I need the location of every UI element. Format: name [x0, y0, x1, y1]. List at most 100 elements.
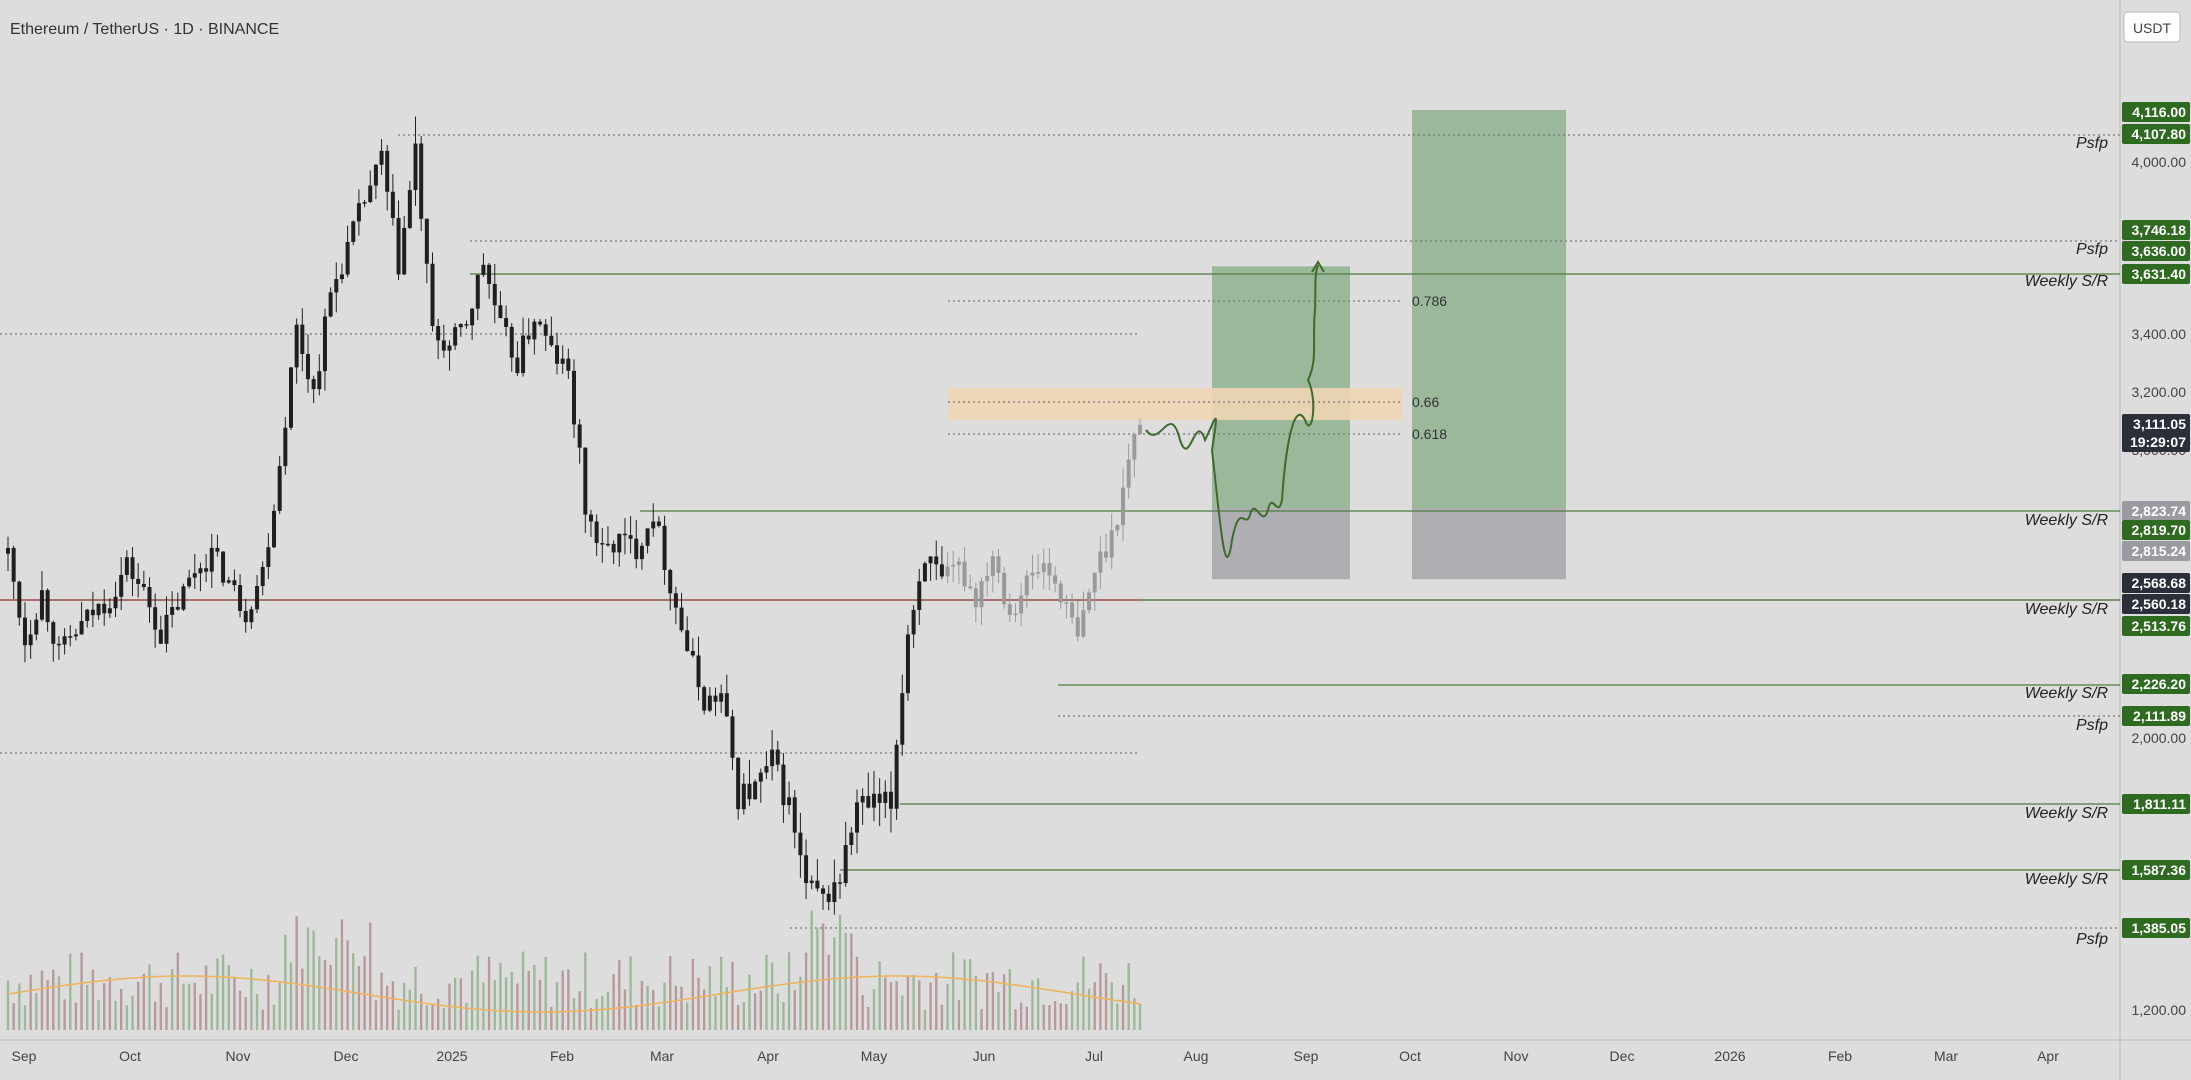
- candle-body: [221, 551, 226, 583]
- candle-body: [1126, 459, 1131, 488]
- volume-bar: [708, 966, 712, 1030]
- volume-bar: [103, 983, 106, 1030]
- candle-body: [249, 609, 254, 623]
- candle-body: [396, 218, 401, 275]
- price-label-bg: [2122, 860, 2190, 880]
- currency-button[interactable]: USDT: [2123, 11, 2181, 43]
- target-zone-2: [1412, 110, 1566, 508]
- candle-body: [255, 586, 260, 610]
- target-zone-1: [1212, 266, 1350, 508]
- volume-bar: [1048, 1005, 1051, 1030]
- volume-bar: [787, 952, 791, 1030]
- volume-bar: [272, 1004, 276, 1030]
- projection-path: [1145, 264, 1319, 558]
- volume-bar: [1070, 991, 1074, 1030]
- candle-body: [402, 227, 407, 275]
- candle-body: [775, 749, 780, 765]
- candle-body: [356, 203, 361, 222]
- volume-ma-line: [7, 975, 1141, 1013]
- level-label-weeklysr: Weekly S/R: [2025, 805, 2109, 822]
- candle-body: [821, 888, 826, 894]
- volume-bar: [1065, 1003, 1068, 1030]
- volume-bar: [997, 992, 1000, 1030]
- time-tick: Sep: [1294, 1048, 1319, 1064]
- candle-body: [1132, 433, 1137, 460]
- candle-body: [6, 547, 10, 554]
- candle-body: [277, 466, 282, 511]
- volume-bar: [442, 1008, 446, 1030]
- candle-body: [164, 614, 169, 644]
- level-label-weeklysr: Weekly S/R: [2025, 273, 2109, 290]
- volume-bar: [1082, 956, 1085, 1030]
- candle-body: [747, 783, 752, 800]
- volume-bar: [1059, 1003, 1062, 1030]
- level-label-weeklysr: Weekly S/R: [2025, 685, 2109, 702]
- candle-body: [990, 556, 995, 576]
- volume-bar: [929, 982, 932, 1030]
- volume-bar: [295, 916, 298, 1030]
- volume-bar: [1099, 963, 1102, 1030]
- volume-bar: [623, 989, 627, 1030]
- volume-bar: [918, 980, 921, 1030]
- volume-bar: [1138, 1003, 1142, 1030]
- level-label-psfp: Psfp: [2076, 717, 2108, 734]
- candle-body: [430, 263, 435, 327]
- volume-bar: [765, 954, 768, 1030]
- volume-bar: [1025, 1006, 1028, 1030]
- volume-bar: [159, 982, 163, 1030]
- volume-bar: [878, 961, 881, 1030]
- candle-body: [1138, 424, 1142, 434]
- price-label-410780: 4,107.80: [2122, 124, 2190, 144]
- candle-body: [973, 588, 978, 608]
- volume-bar: [431, 1005, 434, 1030]
- candle-body: [651, 521, 656, 529]
- volume-bar: [221, 954, 225, 1030]
- candle-body: [181, 586, 186, 610]
- volume-bar: [663, 982, 666, 1030]
- candle-body: [1115, 525, 1120, 531]
- chart-title: Ethereum / TetherUS · 1D · BINANCE: [10, 21, 279, 38]
- volume-bar: [29, 974, 32, 1030]
- candle-body: [724, 693, 729, 717]
- volume-bar: [120, 988, 123, 1030]
- volume-bar: [1042, 1004, 1045, 1030]
- volume-bar: [702, 989, 706, 1030]
- time-tick: Mar: [650, 1048, 674, 1064]
- price-label-311105: 3,111.05: [2122, 414, 2190, 434]
- volume-bar: [459, 978, 462, 1030]
- candle-body: [673, 593, 678, 608]
- candle-body: [73, 634, 78, 637]
- volume-bar: [403, 982, 406, 1030]
- candle-body: [447, 345, 452, 351]
- volume-bar: [759, 990, 762, 1030]
- time-tick: Mar: [1934, 1048, 1958, 1064]
- candle-body: [894, 744, 899, 809]
- volume-bar: [510, 971, 513, 1030]
- price-label-374618: 3,746.18: [2122, 220, 2190, 240]
- candle-body: [322, 316, 327, 372]
- volume-bar: [1093, 982, 1096, 1030]
- volume-bar: [210, 993, 213, 1030]
- candle-body: [17, 581, 22, 618]
- volume-bar: [991, 972, 995, 1030]
- volume-bar: [374, 1000, 378, 1030]
- time-axis[interactable]: Sep Oct Nov Dec 2025 Feb Mar Apr May Jun Jul Aug Sep…: [12, 1048, 2060, 1064]
- candle-body: [62, 636, 67, 645]
- candle-body: [464, 324, 469, 326]
- candle-body: [804, 855, 809, 884]
- volume-bar: [170, 969, 174, 1030]
- volume-bar: [516, 983, 519, 1030]
- candle-body: [838, 882, 843, 884]
- volume-bar: [46, 980, 49, 1030]
- candle-body: [368, 185, 373, 203]
- volume-bar: [329, 965, 332, 1030]
- candle-body: [826, 893, 831, 903]
- candle-body: [300, 324, 305, 354]
- volume-bar: [799, 976, 802, 1030]
- candle-body: [28, 634, 33, 646]
- candle-body: [758, 772, 763, 782]
- candle-body: [922, 563, 927, 582]
- candle-body: [1007, 604, 1012, 615]
- volume-bar: [487, 956, 491, 1030]
